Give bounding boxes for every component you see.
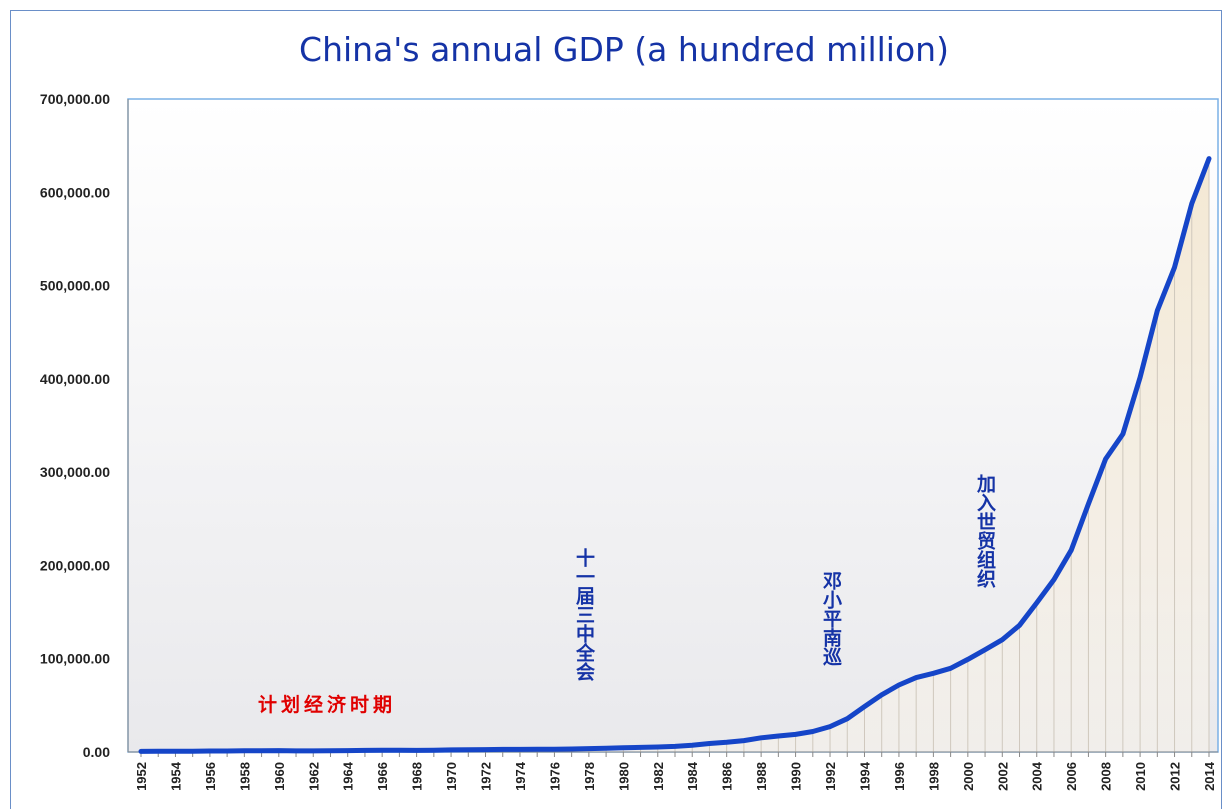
y-tick-label: 100,000.00 (40, 651, 110, 667)
x-tick-label: 1984 (685, 761, 700, 791)
chart-title: China's annual GDP (a hundred million) (299, 30, 949, 69)
x-tick-label: 2000 (961, 762, 976, 791)
y-tick-label: 400,000.00 (40, 371, 110, 387)
y-tick-label: 700,000.00 (40, 91, 110, 107)
x-tick-label: 2002 (995, 762, 1010, 791)
y-tick-label: 0.00 (83, 744, 110, 760)
series-line-layer (138, 156, 1212, 754)
x-tick-label: 1974 (513, 761, 528, 791)
x-tick-label: 2004 (1030, 761, 1045, 791)
y-tick-label: 600,000.00 (40, 184, 110, 200)
annotation-southern-tour: 邓小平南巡 (820, 571, 842, 666)
x-tick-label: 1954 (168, 761, 183, 791)
x-tick-label: 2014 (1202, 761, 1217, 791)
x-tick-label: 2010 (1133, 762, 1148, 791)
x-tick-label: 1986 (720, 762, 735, 791)
x-tick-label: 1952 (134, 762, 149, 791)
x-tick-label: 1994 (857, 761, 872, 791)
x-tick-label: 2006 (1064, 762, 1079, 791)
chart-frame (10, 10, 1222, 809)
x-tick-label: 1980 (616, 762, 631, 791)
x-tick-label: 1990 (789, 762, 804, 791)
x-tick-label: 1964 (341, 761, 356, 791)
annotation-wto-accession: 加入世贸组织 (974, 474, 996, 588)
x-tick-label: 1976 (547, 762, 562, 791)
x-tick-label: 2008 (1099, 762, 1114, 791)
x-tick-label: 1992 (823, 762, 838, 791)
annotation-planned-economy: 计划经济时期 (258, 694, 397, 716)
y-tick-label: 200,000.00 (40, 557, 110, 573)
x-tick-label: 1978 (582, 762, 597, 791)
x-tick-label: 1972 (479, 762, 494, 791)
x-tick-label: 1966 (375, 762, 390, 791)
area-fill (141, 158, 1209, 753)
x-tick-label: 1962 (306, 762, 321, 791)
gdp-series-line (138, 156, 1212, 754)
x-tick-label: 1956 (203, 762, 218, 791)
x-tick-label: 1996 (892, 762, 907, 791)
x-tick-label: 1968 (410, 762, 425, 791)
y-tick-label: 500,000.00 (40, 278, 110, 294)
x-tick-label: 2012 (1168, 762, 1183, 791)
x-tick-label: 1960 (272, 762, 287, 791)
x-tick-label: 1998 (926, 762, 941, 791)
x-tick-label: 1970 (444, 762, 459, 791)
annotation-third-plenum: 十一届三中全会 (573, 548, 595, 681)
y-tick-label: 300,000.00 (40, 464, 110, 480)
x-tick-label: 1982 (651, 762, 666, 791)
x-tick-label: 1958 (237, 762, 252, 791)
area-fill-layer (141, 158, 1209, 753)
x-tick-label: 1988 (754, 762, 769, 791)
y-tick-labels: 700,000.00 600,000.00 500,000.00 400,000.00… (40, 91, 110, 760)
x-tick-labels: 1952 1954 1956 1958 1960 1962 1964 1966 1968 1970… (134, 761, 1217, 791)
